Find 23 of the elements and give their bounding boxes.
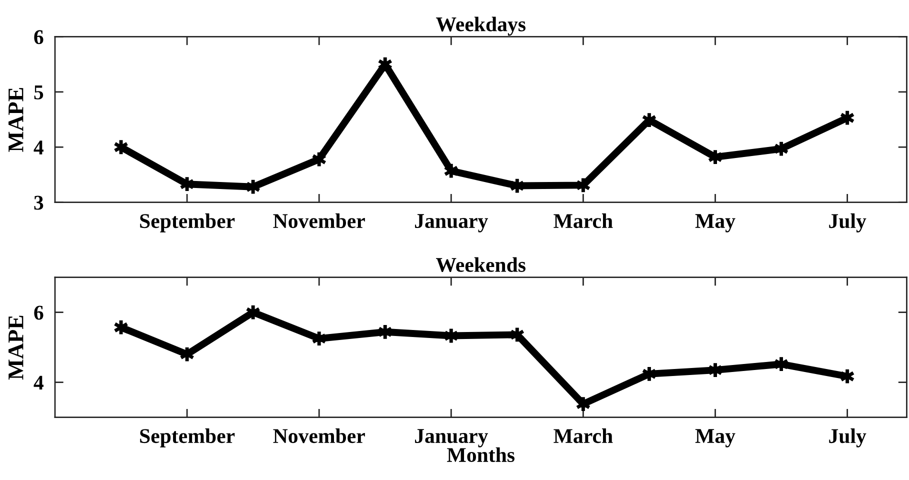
x-tick-label: January	[415, 429, 488, 448]
y-axis-title: MAPE	[8, 316, 24, 380]
x-tick-label: July	[829, 428, 866, 448]
x-tick-label: July	[829, 213, 866, 232]
x-tick-label: November	[273, 213, 365, 228]
y-axis-title: MAPE	[8, 88, 24, 152]
y-tick-label: 3	[34, 196, 44, 210]
x-tick-label: September	[140, 428, 235, 448]
y-tick-label: 5	[34, 86, 44, 100]
x-axis-title: Months	[447, 447, 514, 462]
y-tick-label: 6	[34, 306, 44, 320]
chart-title: Weekends	[436, 257, 526, 272]
y-tick-label: 4	[34, 376, 44, 390]
x-tick-label: March	[554, 213, 613, 228]
chart-title: Weekdays	[436, 16, 526, 36]
x-tick-label: September	[140, 213, 235, 232]
x-tick-label: May	[695, 429, 736, 448]
y-tick-label: 4	[34, 140, 44, 154]
x-tick-label: March	[554, 428, 613, 444]
y-tick-label: 6	[34, 30, 44, 44]
x-tick-label: January	[415, 214, 488, 232]
x-tick-label: May	[695, 214, 736, 232]
x-tick-label: November	[273, 428, 365, 444]
